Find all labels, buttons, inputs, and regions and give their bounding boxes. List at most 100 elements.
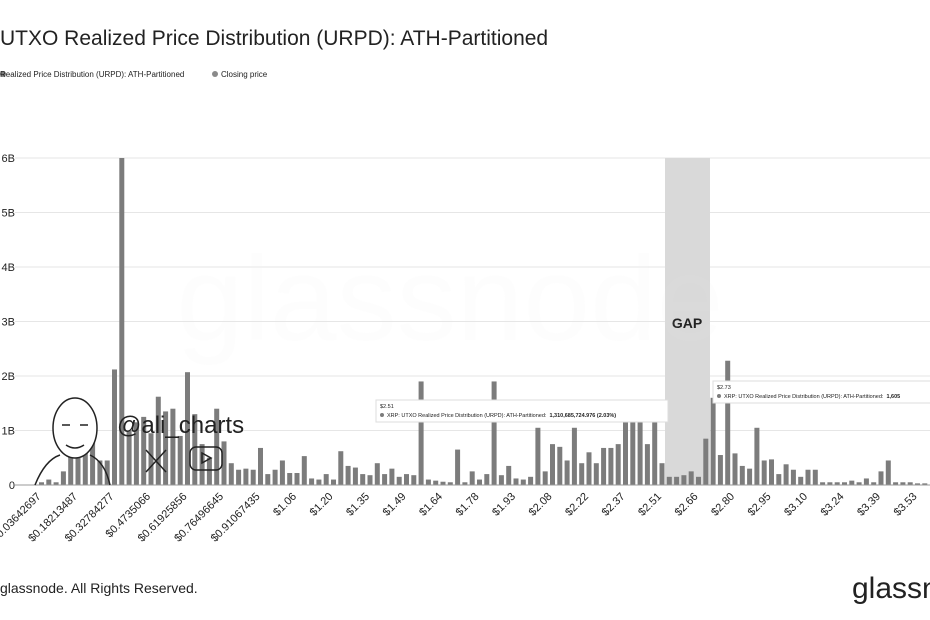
tooltip-dot — [380, 413, 384, 417]
x-tick-label: $2.22 — [563, 491, 591, 519]
bar — [309, 478, 315, 485]
y-tick-label: 0 — [9, 480, 15, 492]
bar — [630, 413, 636, 485]
bar — [761, 460, 767, 485]
bar — [878, 471, 884, 485]
bar — [265, 474, 271, 485]
x-tick-label: $2.08 — [527, 491, 555, 519]
x-tick-label: $2.66 — [673, 491, 701, 519]
x-tick-label: $1.06 — [271, 491, 299, 519]
bar — [155, 396, 161, 485]
bar — [236, 469, 242, 485]
logo: glassnode — [852, 572, 930, 605]
bar — [593, 463, 599, 485]
bar — [520, 479, 526, 485]
bar — [564, 460, 570, 485]
bar — [696, 476, 701, 485]
bar — [163, 411, 169, 485]
bar — [112, 369, 117, 485]
bar — [323, 474, 329, 485]
bar — [279, 460, 285, 485]
bar — [732, 453, 738, 485]
bar — [192, 414, 198, 485]
bar — [389, 468, 395, 485]
bar — [856, 482, 862, 485]
tooltip-value: 1,605 — [886, 394, 900, 400]
bar — [133, 422, 139, 485]
bar — [776, 474, 782, 485]
bar — [425, 479, 431, 485]
bar — [462, 482, 468, 485]
x-tick-label: $1.35 — [344, 491, 372, 519]
x-tick-label: $2.51 — [636, 491, 664, 519]
bar — [404, 474, 409, 485]
bar — [396, 476, 402, 485]
x-tick-label: $3.24 — [819, 491, 847, 519]
tooltip-box — [712, 380, 930, 404]
bar — [849, 480, 855, 485]
tooltip-label: XRP: UTXO Realized Price Distribution (U… — [387, 413, 547, 419]
chart-title: UTXO Realized Price Distribution (URPD):… — [0, 27, 548, 50]
bar — [455, 449, 461, 485]
bar — [345, 465, 351, 485]
bar — [119, 158, 125, 485]
bar — [60, 471, 66, 485]
bar — [717, 455, 723, 485]
bar — [447, 482, 453, 485]
x-tick-label: $1.93 — [490, 491, 518, 519]
bar — [535, 427, 541, 485]
bar — [46, 479, 52, 485]
legend-swatch — [212, 71, 218, 77]
bar — [769, 459, 774, 485]
bar — [608, 447, 614, 485]
bar — [652, 414, 658, 485]
bar — [922, 483, 928, 485]
bar — [790, 469, 796, 485]
bar — [250, 469, 256, 485]
bar — [827, 482, 833, 485]
y-tick-label: 2B — [2, 371, 15, 383]
x-tick-label: $2.95 — [746, 491, 774, 519]
bar — [177, 435, 183, 485]
bar — [104, 460, 110, 485]
bar — [783, 464, 789, 485]
bar — [681, 475, 687, 485]
tooltip-price: $2.51 — [380, 404, 394, 410]
bar — [301, 456, 307, 485]
y-tick-label: 6B — [2, 153, 15, 165]
bar — [440, 481, 446, 485]
bar — [126, 430, 132, 485]
bar — [39, 482, 44, 485]
bar — [185, 372, 190, 485]
bar — [834, 482, 840, 485]
bar — [666, 476, 672, 485]
bar — [170, 408, 176, 485]
bar — [352, 467, 358, 485]
bar — [571, 427, 577, 485]
bar — [148, 433, 154, 485]
tooltip-price: $2.73 — [717, 385, 731, 391]
bar — [97, 460, 103, 485]
y-tick-label: 1B — [2, 426, 15, 438]
x-tick-label: $1.49 — [381, 491, 409, 519]
y-tick-label: 4B — [2, 262, 15, 274]
bar — [141, 416, 147, 485]
bar — [469, 471, 475, 485]
legend-swatch — [0, 71, 6, 77]
bar — [477, 479, 482, 485]
bar — [863, 478, 869, 485]
bar — [674, 476, 680, 485]
bar — [710, 397, 716, 485]
bar — [411, 475, 417, 485]
bar — [382, 474, 388, 485]
gap-band — [665, 158, 710, 485]
bar — [294, 473, 300, 485]
tooltip-dot — [717, 394, 721, 398]
bar — [754, 427, 760, 485]
bar — [418, 381, 424, 485]
x-tick-label: $1.64 — [417, 491, 445, 519]
bar — [579, 463, 585, 485]
bar — [542, 471, 548, 485]
bar — [915, 483, 920, 485]
